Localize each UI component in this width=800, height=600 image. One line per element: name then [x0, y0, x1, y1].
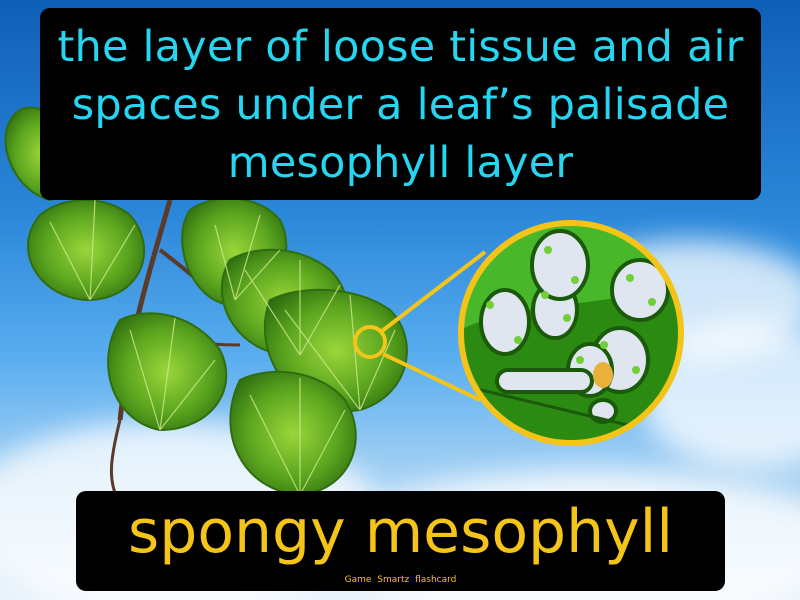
term-title: spongy mesophyll — [127, 497, 674, 567]
callout-large-ring — [458, 220, 684, 446]
flashcard-credit: Game Smartz flashcard — [344, 575, 457, 585]
leaf — [229, 370, 357, 497]
definition-text: the layer of loose tissue and air spaces… — [57, 22, 744, 188]
definition-panel: the layer of loose tissue and air spaces… — [40, 8, 761, 200]
term-panel: spongy mesophyll Game Smartz flashcard — [76, 491, 725, 591]
leaf — [27, 199, 146, 302]
zoom-callout — [353, 220, 684, 446]
callout-small-ring — [353, 325, 387, 359]
leaf — [107, 312, 228, 432]
